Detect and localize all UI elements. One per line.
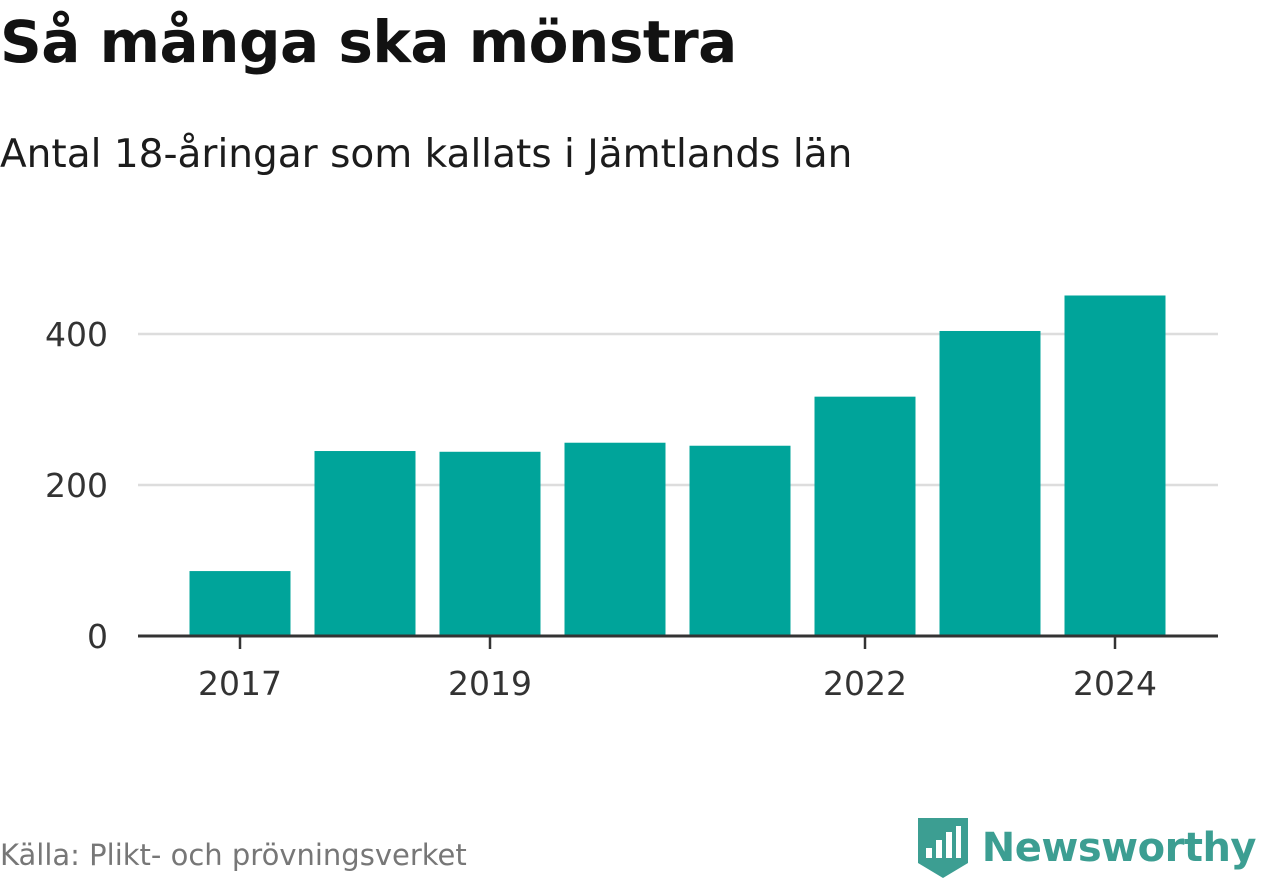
- y-tick-label-200: 200: [45, 466, 108, 505]
- bars: [189, 295, 1166, 636]
- x-tick-label-2024: 2024: [1073, 664, 1157, 703]
- y-tick-label-0: 0: [87, 617, 108, 656]
- y-axis-labels: 0 200 400: [45, 315, 108, 656]
- brand-name: Newsworthy: [981, 825, 1257, 871]
- x-tick-label-2017: 2017: [198, 664, 282, 703]
- bar-2024: [1064, 295, 1166, 636]
- x-axis: [138, 634, 1218, 649]
- brand-logo: Newsworthy: [917, 818, 1257, 878]
- chart-title: Så många ska mönstra: [0, 8, 737, 76]
- x-tick-label-2022: 2022: [823, 664, 907, 703]
- bar-2019: [439, 451, 541, 636]
- source-note: Källa: Plikt- och prövningsverket: [0, 838, 467, 872]
- x-axis-labels: 2017 2019 2022 2024: [198, 664, 1157, 703]
- bar-2023: [939, 330, 1041, 636]
- chart-subtitle: Antal 18-åringar som kallats i Jämtlands…: [0, 132, 853, 177]
- bar-2018: [314, 451, 416, 636]
- bar-2021: [689, 445, 791, 636]
- y-tick-label-400: 400: [45, 315, 108, 354]
- newsworthy-logo-icon: [917, 818, 968, 878]
- x-tick-label-2019: 2019: [448, 664, 532, 703]
- bar-2017: [189, 571, 291, 636]
- gridlines: [138, 332, 1218, 487]
- bar-2022: [814, 396, 916, 636]
- bar-2020: [564, 442, 666, 636]
